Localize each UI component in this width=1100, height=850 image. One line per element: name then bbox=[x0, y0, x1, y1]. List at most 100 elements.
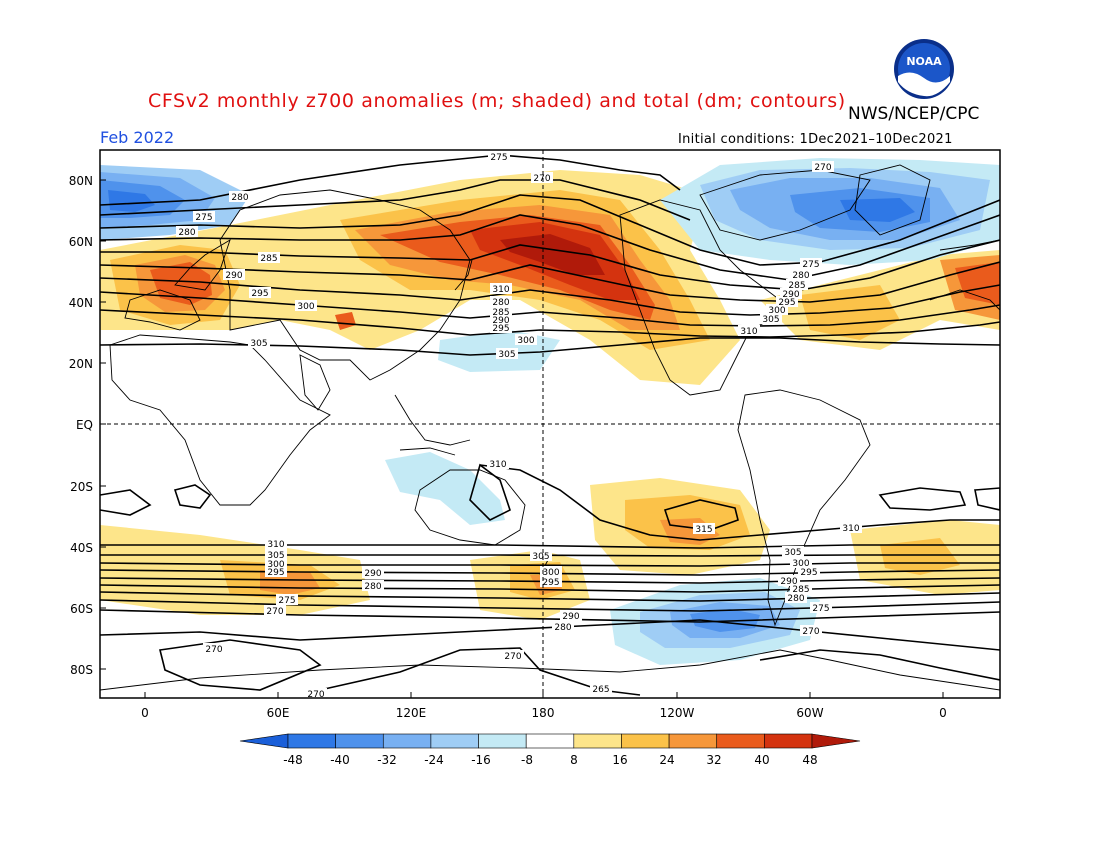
svg-text:275: 275 bbox=[195, 213, 212, 223]
lon-label: 0 bbox=[141, 706, 149, 720]
svg-text:280: 280 bbox=[231, 193, 248, 203]
colorbar-segment bbox=[478, 733, 527, 749]
svg-text:290: 290 bbox=[562, 612, 579, 622]
svg-text:305: 305 bbox=[532, 552, 549, 562]
colorbar-segment bbox=[621, 733, 670, 749]
svg-text:270: 270 bbox=[504, 652, 521, 662]
colorbar-labels: -48 -40 -32 -24 -16 -8 8 16 24 32 40 48 bbox=[283, 753, 817, 767]
colorbar-arrow-high bbox=[811, 733, 861, 749]
svg-text:265: 265 bbox=[592, 685, 609, 695]
svg-text:310: 310 bbox=[842, 524, 859, 534]
svg-text:270: 270 bbox=[266, 607, 283, 617]
svg-text:285: 285 bbox=[260, 254, 277, 264]
svg-text:280: 280 bbox=[178, 228, 195, 238]
svg-text:295: 295 bbox=[492, 324, 509, 334]
svg-text:275: 275 bbox=[490, 153, 507, 163]
lat-label: 20S bbox=[70, 480, 93, 494]
longitude-labels: 0 60E 120E 180 120W 60W 0 bbox=[141, 706, 947, 720]
latitude-labels: 80N 60N 40N 20N EQ 20S 40S 60S 80S bbox=[69, 174, 93, 677]
reference-lines bbox=[100, 150, 1000, 698]
axis-ticks bbox=[100, 179, 944, 698]
colorbar-segment bbox=[573, 733, 622, 749]
svg-text:270: 270 bbox=[814, 163, 831, 173]
colorbar-tick-label: -48 bbox=[283, 753, 303, 767]
svg-text:270: 270 bbox=[205, 645, 222, 655]
svg-text:305: 305 bbox=[498, 350, 515, 360]
colorbar-tick-label: 40 bbox=[754, 753, 769, 767]
colorbar-segment bbox=[525, 733, 575, 749]
lon-label: 180 bbox=[532, 706, 555, 720]
svg-text:290: 290 bbox=[492, 316, 509, 326]
lon-label: 120E bbox=[396, 706, 427, 720]
lat-label: 80S bbox=[70, 663, 93, 677]
svg-text:295: 295 bbox=[778, 298, 795, 308]
lon-label: 60W bbox=[796, 706, 823, 720]
svg-text:305: 305 bbox=[762, 315, 779, 325]
colorbar-tick-label: 48 bbox=[802, 753, 817, 767]
svg-text:300: 300 bbox=[768, 306, 785, 316]
colorbar-segment bbox=[430, 733, 479, 749]
svg-text:310: 310 bbox=[740, 327, 757, 337]
svg-text:285: 285 bbox=[792, 585, 809, 595]
svg-text:275: 275 bbox=[812, 604, 829, 614]
colorbar-segment bbox=[287, 733, 336, 749]
coastlines bbox=[100, 164, 1000, 691]
colorbar-segment bbox=[764, 733, 813, 749]
svg-text:270: 270 bbox=[802, 627, 819, 637]
svg-text:310: 310 bbox=[489, 460, 506, 470]
svg-text:300: 300 bbox=[267, 560, 284, 570]
svg-text:NOAA: NOAA bbox=[906, 55, 942, 68]
agency-label: NWS/NCEP/CPC bbox=[848, 104, 980, 124]
colorbar-tick-label: 24 bbox=[659, 753, 674, 767]
lat-label: 80N bbox=[69, 174, 93, 188]
svg-text:305: 305 bbox=[267, 551, 284, 561]
colorbar-segment bbox=[335, 733, 384, 749]
svg-text:305: 305 bbox=[250, 339, 267, 349]
colorbar-arrow-low bbox=[239, 733, 289, 749]
contour-labels: 275 280 270 275 280 285 290 295 300 305 … bbox=[176, 151, 862, 700]
colorbar-tick-label: 32 bbox=[706, 753, 721, 767]
colorbar-segment bbox=[382, 733, 432, 749]
svg-text:315: 315 bbox=[695, 525, 712, 535]
lon-label: 60E bbox=[267, 706, 290, 720]
colorbar bbox=[239, 733, 861, 749]
svg-text:295: 295 bbox=[542, 578, 559, 588]
lon-label: 120W bbox=[660, 706, 695, 720]
colorbar-tick-label: 16 bbox=[612, 753, 627, 767]
svg-text:280: 280 bbox=[492, 298, 509, 308]
svg-text:310: 310 bbox=[492, 285, 509, 295]
colorbar-tick-label: -32 bbox=[377, 753, 397, 767]
colorbar-segment bbox=[668, 733, 718, 749]
svg-text:290: 290 bbox=[225, 271, 242, 281]
lat-label: 40N bbox=[69, 296, 93, 310]
svg-text:280: 280 bbox=[364, 582, 381, 592]
noaa-logo-icon: NOAA bbox=[894, 39, 954, 99]
svg-text:300: 300 bbox=[792, 559, 809, 569]
svg-text:280: 280 bbox=[554, 623, 571, 633]
svg-text:285: 285 bbox=[788, 281, 805, 291]
colorbar-tick-label: -8 bbox=[521, 753, 533, 767]
svg-text:295: 295 bbox=[800, 568, 817, 578]
svg-text:270: 270 bbox=[307, 690, 324, 700]
svg-text:275: 275 bbox=[802, 260, 819, 270]
svg-text:295: 295 bbox=[267, 568, 284, 578]
colorbar-tick-label: -40 bbox=[330, 753, 350, 767]
colorbar-segment bbox=[716, 733, 765, 749]
svg-text:270: 270 bbox=[533, 174, 550, 184]
svg-text:300: 300 bbox=[517, 336, 534, 346]
lon-label: 0 bbox=[939, 706, 947, 720]
svg-text:305: 305 bbox=[784, 548, 801, 558]
svg-text:290: 290 bbox=[780, 577, 797, 587]
colorbar-tick-label: -16 bbox=[471, 753, 491, 767]
colorbar-tick-label: 8 bbox=[570, 753, 578, 767]
lat-label: 60S bbox=[70, 602, 93, 616]
svg-text:290: 290 bbox=[782, 290, 799, 300]
map-title: CFSv2 monthly z700 anomalies (m; shaded)… bbox=[148, 90, 846, 112]
svg-text:295: 295 bbox=[251, 289, 268, 299]
svg-text:290: 290 bbox=[364, 569, 381, 579]
svg-text:310: 310 bbox=[267, 540, 284, 550]
svg-text:300: 300 bbox=[542, 568, 559, 578]
colorbar-tick-label: -24 bbox=[424, 753, 444, 767]
positive-anomalies bbox=[100, 170, 1000, 620]
svg-text:300: 300 bbox=[297, 302, 314, 312]
